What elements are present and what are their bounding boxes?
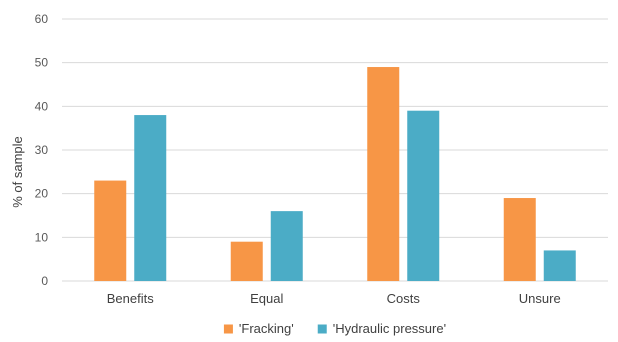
- legend-swatch-series-2: [317, 324, 327, 334]
- y-axis-ticks: 0 10 20 30 40 50 60: [35, 12, 49, 288]
- x-axis-categories: Benefits Equal Costs Unsure: [107, 291, 561, 306]
- y-tick-label: 0: [41, 274, 48, 288]
- bar-equal-series-2: [270, 211, 303, 281]
- y-tick-label: 40: [35, 99, 49, 113]
- bar-unsure-series-2: [543, 250, 576, 281]
- bar-costs-series-1: [367, 67, 400, 282]
- y-tick-label: 20: [35, 187, 49, 201]
- legend-label-series-1: 'Fracking': [239, 321, 294, 336]
- bar-unsure-series-1: [503, 198, 536, 281]
- x-category-label: Costs: [387, 291, 421, 306]
- y-axis-title: % of sample: [10, 136, 25, 208]
- x-category-label: Unsure: [519, 291, 561, 306]
- x-category-label: Equal: [250, 291, 283, 306]
- bar-equal-series-1: [230, 241, 263, 281]
- legend-label-series-2: 'Hydraulic pressure': [333, 321, 446, 336]
- bar-benefits-series-2: [134, 115, 167, 281]
- y-tick-label: 10: [35, 230, 49, 244]
- y-tick-label: 60: [35, 12, 49, 26]
- bar-benefits-series-1: [94, 180, 127, 281]
- bars: [94, 67, 576, 282]
- y-tick-label: 30: [35, 143, 49, 157]
- legend-swatch-series-1: [223, 324, 233, 334]
- bar-costs-series-2: [407, 110, 440, 281]
- legend: 'Fracking' 'Hydraulic pressure': [223, 321, 446, 336]
- y-tick-label: 50: [35, 56, 49, 70]
- x-category-label: Benefits: [107, 291, 154, 306]
